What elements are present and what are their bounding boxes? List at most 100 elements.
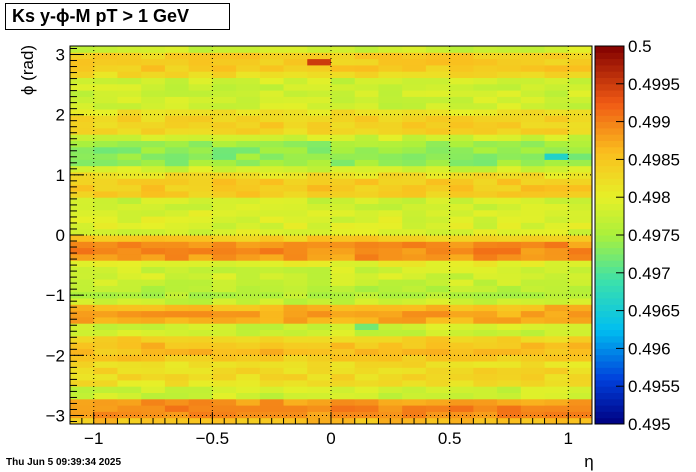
heatmap-cell [378,247,403,255]
heatmap-cell [307,316,332,324]
heatmap-cell [402,398,427,406]
heatmap-cell [449,115,474,123]
heatmap-cell [236,241,261,249]
palette-swatch [595,121,624,129]
heatmap-cell [212,241,237,249]
heatmap-cell [354,323,379,330]
heatmap-cell [331,109,356,116]
heatmap-cell [283,235,308,242]
heatmap-cell [425,178,451,186]
heatmap-cell [497,178,522,186]
heatmap-cell [188,165,213,173]
heatmap-cell [93,392,118,400]
heatmap-cell [402,140,427,148]
heatmap-cell [283,109,308,116]
heatmap-cell [188,77,213,85]
heatmap-cell [331,228,356,236]
heatmap-cell [283,323,308,330]
heatmap-cell [70,367,95,375]
heatmap-cell [236,323,261,330]
heatmap-cell [568,121,593,129]
heatmap-cell [307,379,332,387]
heatmap-cell [520,247,546,255]
heatmap-cell [93,235,118,242]
heatmap-cell [354,46,379,53]
heatmap-cell [473,316,498,324]
heatmap-cell [141,58,166,66]
heatmap-cell [331,77,356,85]
palette-swatch [595,222,624,230]
heatmap-cell [425,172,451,179]
heatmap-cell [307,184,332,192]
heatmap-cell [70,392,95,400]
heatmap-cell [331,247,356,255]
heatmap-cell [425,386,451,393]
heatmap-cell [164,405,190,412]
heatmap-cell [402,367,427,375]
heatmap-cell [402,285,427,293]
heatmap-cell [236,361,261,368]
heatmap-cell [141,379,166,387]
heatmap-cell [473,77,498,85]
heatmap-cell [259,379,285,387]
heatmap-cell [473,291,498,299]
heatmap-cell [164,361,190,368]
heatmap-cell [307,71,332,78]
heatmap-cell [117,348,142,356]
heatmap-cell [236,329,261,337]
heatmap-cell [70,260,95,267]
heatmap-cell [473,115,498,123]
heatmap-cell [283,146,308,154]
heatmap-cell [70,134,95,141]
heatmap-cell [117,291,142,299]
heatmap-cell [568,159,593,167]
heatmap-cell [164,373,190,381]
heatmap-cell [307,165,332,173]
heatmap-cell [331,140,356,148]
heatmap-cell [425,159,451,167]
heatmap-cell [497,71,522,78]
heatmap-cell [331,127,356,135]
heatmap-cell [402,329,427,337]
heatmap-cell [141,52,166,60]
heatmap-cell [259,272,285,280]
heatmap-cell [188,398,213,406]
heatmap-cell [70,58,95,66]
palette-tick-label: 0.498 [628,188,671,207]
heatmap-cell [473,335,498,343]
heatmap-cell [236,178,261,186]
heatmap-cell [497,83,522,91]
heatmap-cell [141,228,166,236]
heatmap-cell [117,153,142,160]
palette-swatch [595,102,624,110]
heatmap-cell [212,178,237,186]
heatmap-cell [402,260,427,267]
heatmap-cell [425,367,451,375]
heatmap-cell [544,342,569,349]
heatmap-cell [520,102,546,110]
heatmap-cell [93,354,118,362]
heatmap-cell [520,115,546,123]
heatmap-cell [70,52,95,60]
heatmap-cell [449,348,474,356]
palette-swatch [595,405,624,412]
heatmap-cell [378,228,403,236]
heatmap-cell [354,361,379,368]
heatmap-cell [307,367,332,375]
heatmap-cell [378,361,403,368]
heatmap-cell [473,184,498,192]
heatmap-cell [188,285,213,293]
heatmap-cell [497,298,522,305]
heatmap-cell [425,405,451,412]
palette-swatch [595,216,624,223]
heatmap-cell [497,253,522,261]
heatmap-cell [141,323,166,330]
heatmap-cell [93,253,118,261]
heatmap-cell [544,90,569,97]
heatmap-cell [402,172,427,179]
heatmap-cell [354,398,379,406]
heatmap-cell [236,153,261,160]
heatmap-cell [544,253,569,261]
heatmap-cell [259,310,285,318]
y-tick-label: −1 [46,286,65,305]
